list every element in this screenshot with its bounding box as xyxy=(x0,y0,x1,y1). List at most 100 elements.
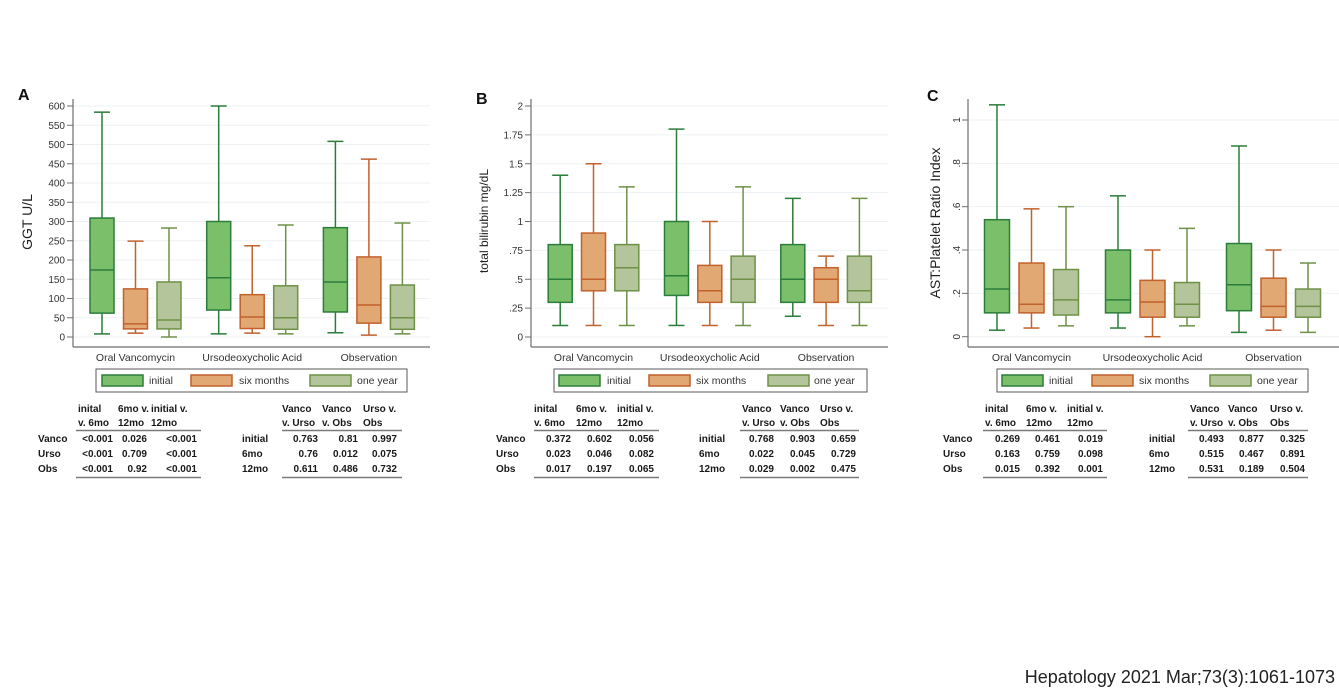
y-tick-label: 550 xyxy=(48,121,65,132)
column-header: inital xyxy=(534,404,558,415)
table-row: Vanco <0.001 0.026 <0.001 xyxy=(38,434,197,445)
p-value-cell: 0.163 xyxy=(995,449,1020,460)
row-label: Vanco xyxy=(943,434,972,445)
row-label: 6mo xyxy=(699,449,720,460)
legend-label: initial xyxy=(607,375,631,387)
box-observation-initial xyxy=(1225,145,1253,334)
p-value-cell: <0.001 xyxy=(166,449,197,460)
y-tick-label: .25 xyxy=(509,304,523,315)
legend-item-six-months: six months xyxy=(190,374,289,387)
y-axis-title: total bilirubin mg/dL xyxy=(477,169,491,273)
column-header: Obs xyxy=(363,418,383,429)
p-value-cell: 0.056 xyxy=(629,434,654,445)
box-oral-vancomycin-six-months xyxy=(580,163,607,327)
iqr-box xyxy=(356,256,382,324)
p-value-cell: 0.504 xyxy=(1280,464,1305,475)
column-header: v. Urso xyxy=(1190,418,1223,429)
y-tick-label: 500 xyxy=(48,140,65,151)
column-header: initial v. xyxy=(151,404,188,415)
y-tick-label: 50 xyxy=(54,313,66,324)
box-observation-one-year xyxy=(389,222,416,335)
p-value-cell: 0.763 xyxy=(293,434,318,445)
legend-item-one-year: one year xyxy=(309,374,398,387)
y-axis-title: GGT U/L xyxy=(19,194,35,250)
y-tick-label: 1 xyxy=(517,217,523,228)
p-value-cell: 0.023 xyxy=(546,449,571,460)
legend-label: six months xyxy=(239,375,289,387)
column-header: v. Urso xyxy=(282,418,315,429)
row-label: Obs xyxy=(943,464,963,475)
table-row: 6mo 0.515 0.467 0.891 xyxy=(1149,449,1305,460)
legend-label: one year xyxy=(357,375,398,387)
p-value-cell: 0.269 xyxy=(995,434,1020,445)
p-value-cell: 0.082 xyxy=(629,449,654,460)
box-oral-vancomycin-initial xyxy=(89,111,115,335)
p-value-cell: 0.019 xyxy=(1078,434,1103,445)
iqr-box xyxy=(89,217,115,314)
iqr-box xyxy=(272,285,299,331)
row-label: initial xyxy=(699,434,725,445)
row-label: Urso xyxy=(943,449,966,460)
legend-swatch xyxy=(309,374,352,387)
box-observation-six-months xyxy=(813,255,839,327)
p-value-cell: 0.075 xyxy=(372,449,397,460)
p-value-cell: 0.022 xyxy=(749,449,774,460)
iqr-box xyxy=(322,226,349,313)
category-label-oral-vancomycin: Oral Vancomycin xyxy=(992,352,1071,364)
column-header: v. Obs xyxy=(780,418,810,429)
p-value-cell: 0.001 xyxy=(1078,464,1103,475)
table-row: Vanco 0.269 0.461 0.019 xyxy=(943,434,1103,445)
table-row: 6mo 0.022 0.045 0.729 xyxy=(699,449,856,460)
column-header: Vanco xyxy=(322,404,351,415)
p-value-cell: 0.531 xyxy=(1199,464,1224,475)
legend-item-six-months: six months xyxy=(1091,374,1189,387)
pvalue-table-c-within-group: inital v. 6mo 6mo v. 12mo initial v. 12mo Vanc… xyxy=(943,404,1107,479)
legend-swatch xyxy=(1001,374,1044,387)
column-header: v. Obs xyxy=(1228,418,1258,429)
column-header: inital xyxy=(78,404,102,415)
row-label: Obs xyxy=(496,464,516,475)
p-value-cell: 0.026 xyxy=(122,434,147,445)
column-header: Obs xyxy=(820,418,840,429)
box-ursodeoxycholic-acid-initial xyxy=(1104,195,1132,329)
column-header: initial v. xyxy=(1067,404,1104,415)
panel-letter: C xyxy=(927,88,939,105)
legend-swatch xyxy=(648,374,691,387)
y-tick-label: .2 xyxy=(952,289,963,298)
y-tick-label: .6 xyxy=(952,202,963,211)
iqr-box xyxy=(547,243,573,304)
legend-item-six-months: six months xyxy=(648,374,746,387)
p-value-cell: 0.475 xyxy=(831,464,856,475)
p-value-cell: <0.001 xyxy=(166,464,197,475)
y-tick-label: 100 xyxy=(48,294,65,305)
y-tick-label: 200 xyxy=(48,256,65,267)
p-value-cell: 0.602 xyxy=(587,434,612,445)
table-row: Obs 0.017 0.197 0.065 xyxy=(496,464,654,475)
y-tick-label: 0 xyxy=(517,333,523,344)
table-row: initial 0.763 0.81 0.997 xyxy=(242,434,397,445)
pvalue-table-b-within-group: inital v. 6mo 6mo v. 12mo initial v. 12mo Vanc… xyxy=(496,404,659,479)
category-label-oral-vancomycin: Oral Vancomycin xyxy=(554,352,633,364)
column-header: 12mo xyxy=(1067,418,1093,429)
p-value-cell: 0.759 xyxy=(1035,449,1060,460)
y-tick-label: 350 xyxy=(48,198,65,209)
legend: initial six months one year xyxy=(553,368,868,393)
p-value-cell: <0.001 xyxy=(82,449,113,460)
category-label-ursodeoxycholic-acid: Ursodeoxycholic Acid xyxy=(202,352,302,364)
p-value-cell: <0.001 xyxy=(82,464,113,475)
box-ursodeoxycholic-acid-initial xyxy=(205,105,232,335)
p-value-cell: 0.486 xyxy=(333,464,358,475)
box-ursodeoxycholic-acid-six-months xyxy=(239,245,265,334)
box-observation-six-months xyxy=(1260,249,1287,331)
y-tick-label: 1.25 xyxy=(504,188,524,199)
box-oral-vancomycin-initial xyxy=(983,104,1011,331)
pvalue-table-a-between-group: Vanco v. Urso Vanco v. Obs Urso v. Obs initial… xyxy=(242,404,402,479)
panel-letter: A xyxy=(18,87,30,104)
y-tick-label: 1.75 xyxy=(504,130,524,141)
y-tick-label: 150 xyxy=(48,275,65,286)
column-header: 12mo xyxy=(118,418,144,429)
box-observation-initial xyxy=(780,197,806,317)
category-label-oral-vancomycin: Oral Vancomycin xyxy=(96,352,175,364)
y-axis-title: AST:Platelet Ratio Index xyxy=(927,148,943,299)
